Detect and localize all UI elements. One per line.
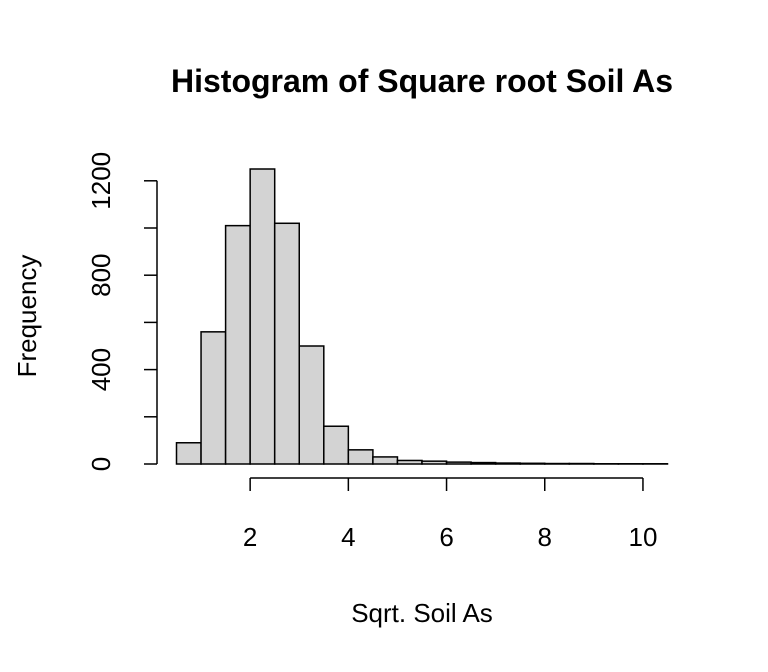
chart-title: Histogram of Square root Soil As	[171, 63, 673, 99]
y-tick-label: 1200	[86, 152, 116, 210]
histogram-bar	[372, 456, 399, 465]
bars-group	[175, 168, 669, 465]
histogram-bar	[273, 222, 301, 465]
histogram-bar	[445, 461, 472, 465]
histogram-bar	[249, 168, 276, 465]
x-tick-label: 4	[341, 522, 355, 552]
y-tick-label: 0	[86, 457, 116, 471]
histogram-bar	[200, 331, 227, 465]
x-axis-label: Sqrt. Soil As	[351, 598, 493, 628]
x-tick-label: 8	[538, 522, 552, 552]
x-tick-label: 10	[628, 522, 657, 552]
histogram-bar	[494, 462, 521, 465]
histogram-bar	[421, 460, 448, 465]
y-axis-label: Frequency	[12, 255, 42, 378]
y-tick-label: 800	[86, 254, 116, 297]
x-tick-label: 2	[243, 522, 257, 552]
x-tick-label: 6	[439, 522, 453, 552]
histogram-bar	[298, 345, 325, 465]
x-axis: 2 4 6 8 10	[243, 477, 657, 552]
y-tick-label: 400	[86, 348, 116, 391]
y-axis: 0 400 800 1200	[86, 152, 158, 471]
histogram-bar	[224, 224, 251, 465]
histogram-bar	[347, 449, 374, 465]
histogram-bar	[470, 461, 497, 465]
histogram-bar	[396, 459, 423, 465]
histogram-bar	[175, 442, 202, 465]
histogram-bar	[519, 462, 546, 465]
histogram-bar	[323, 425, 350, 465]
